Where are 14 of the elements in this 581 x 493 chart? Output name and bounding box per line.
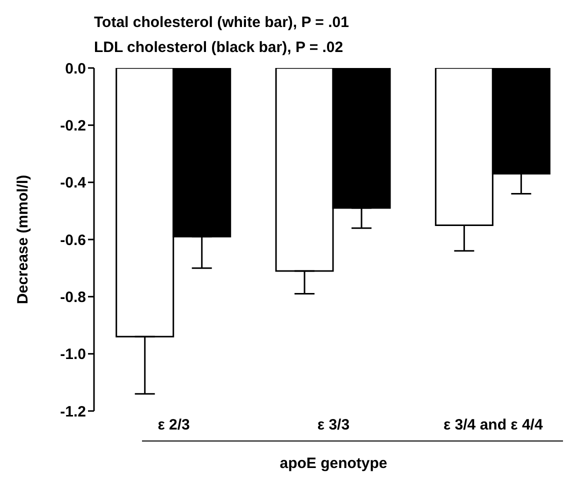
y-tick-label: -0.2: [60, 117, 86, 134]
y-tick-label: -0.6: [60, 232, 86, 249]
chart-title: Total cholesterol (white bar), P = .01: [94, 13, 349, 33]
x-tick-label: ε 3/3: [317, 416, 350, 434]
x-tick-label: ε 3/4 and ε 4/4: [444, 416, 544, 434]
y-tick-label: -0.8: [60, 288, 86, 306]
y-tick-label: -1.2: [60, 403, 86, 420]
y-tick-label: -0.4: [60, 174, 87, 192]
y-tick-label: -1.0: [60, 346, 86, 364]
chart-subtitle: LDL cholesterol (black bar), P = .02: [94, 38, 344, 58]
x-tick-label: ε 2/3: [158, 416, 190, 434]
x-axis-title: apoE genotype: [280, 455, 388, 472]
y-tick-label: 0.0: [65, 60, 86, 78]
y-axis-title: Decrease (mmol/l): [14, 174, 32, 304]
